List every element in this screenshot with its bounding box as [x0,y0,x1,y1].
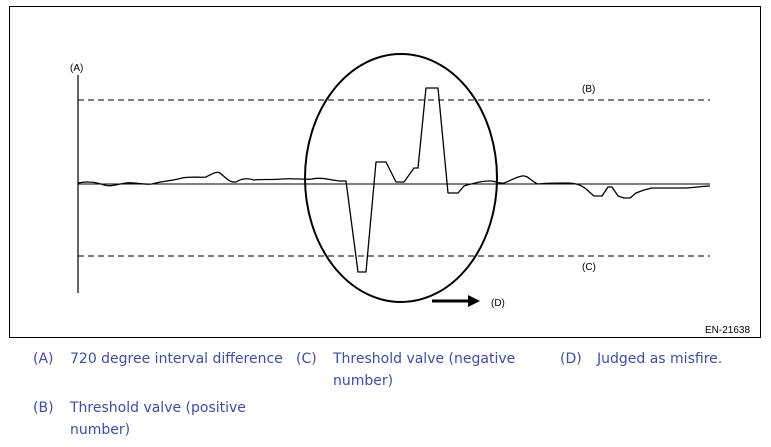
legend-item-a: (A) 720 degree interval difference [33,348,283,370]
legend-text-c: Threshold valve (negative number) [333,351,516,389]
legend-key-d: (D) [560,351,582,367]
legend-key-a: (A) [33,351,54,367]
legend-text-a: 720 degree interval difference [70,351,283,367]
misfire-ellipse [304,53,498,303]
figure-code: EN-21638 [705,325,750,336]
legend-text-b: Threshold valve (positive number) [70,400,246,438]
legend-item-b: (B) Threshold valve (positive number) [33,397,263,441]
label-c: (C) [582,262,596,273]
legend-key-b: (B) [33,400,54,416]
arrow-head-icon [468,295,480,307]
label-d: (D) [491,298,505,309]
label-b: (B) [582,84,595,95]
legend-text-d: Judged as misfire. [597,351,723,367]
legend-key-c: (C) [296,351,317,367]
legend-item-d: (D) Judged as misfire. [560,348,765,370]
legend-item-c: (C) Threshold valve (negative number) [296,348,536,392]
diagram-frame [9,6,761,338]
label-a: (A) [70,63,83,74]
signal-waveform [77,87,711,273]
